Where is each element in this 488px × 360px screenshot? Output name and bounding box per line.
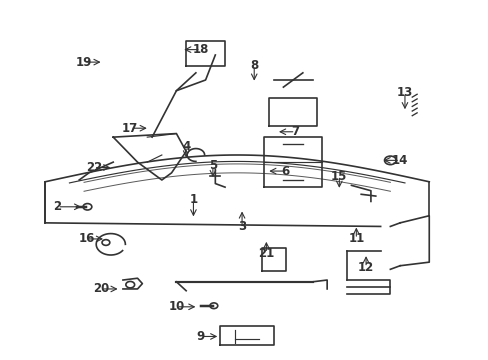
Text: 21: 21 [258, 247, 274, 260]
Text: 3: 3 [238, 220, 245, 233]
Text: 7: 7 [291, 125, 299, 138]
Text: 13: 13 [396, 86, 412, 99]
Text: 10: 10 [168, 300, 184, 313]
Text: 18: 18 [192, 43, 208, 56]
Text: 1: 1 [189, 193, 197, 206]
Text: 20: 20 [93, 283, 109, 296]
Text: 15: 15 [330, 170, 347, 183]
Text: 4: 4 [182, 140, 190, 153]
Text: 22: 22 [85, 161, 102, 174]
Text: 6: 6 [281, 165, 289, 177]
Text: 16: 16 [78, 233, 95, 246]
Text: 17: 17 [122, 122, 138, 135]
Text: 8: 8 [249, 59, 258, 72]
Text: 5: 5 [208, 159, 217, 172]
Text: 12: 12 [357, 261, 373, 274]
Text: 2: 2 [53, 200, 61, 213]
Text: 14: 14 [391, 154, 407, 167]
Text: 11: 11 [347, 233, 364, 246]
Text: 9: 9 [196, 330, 204, 343]
Text: 19: 19 [76, 55, 92, 69]
